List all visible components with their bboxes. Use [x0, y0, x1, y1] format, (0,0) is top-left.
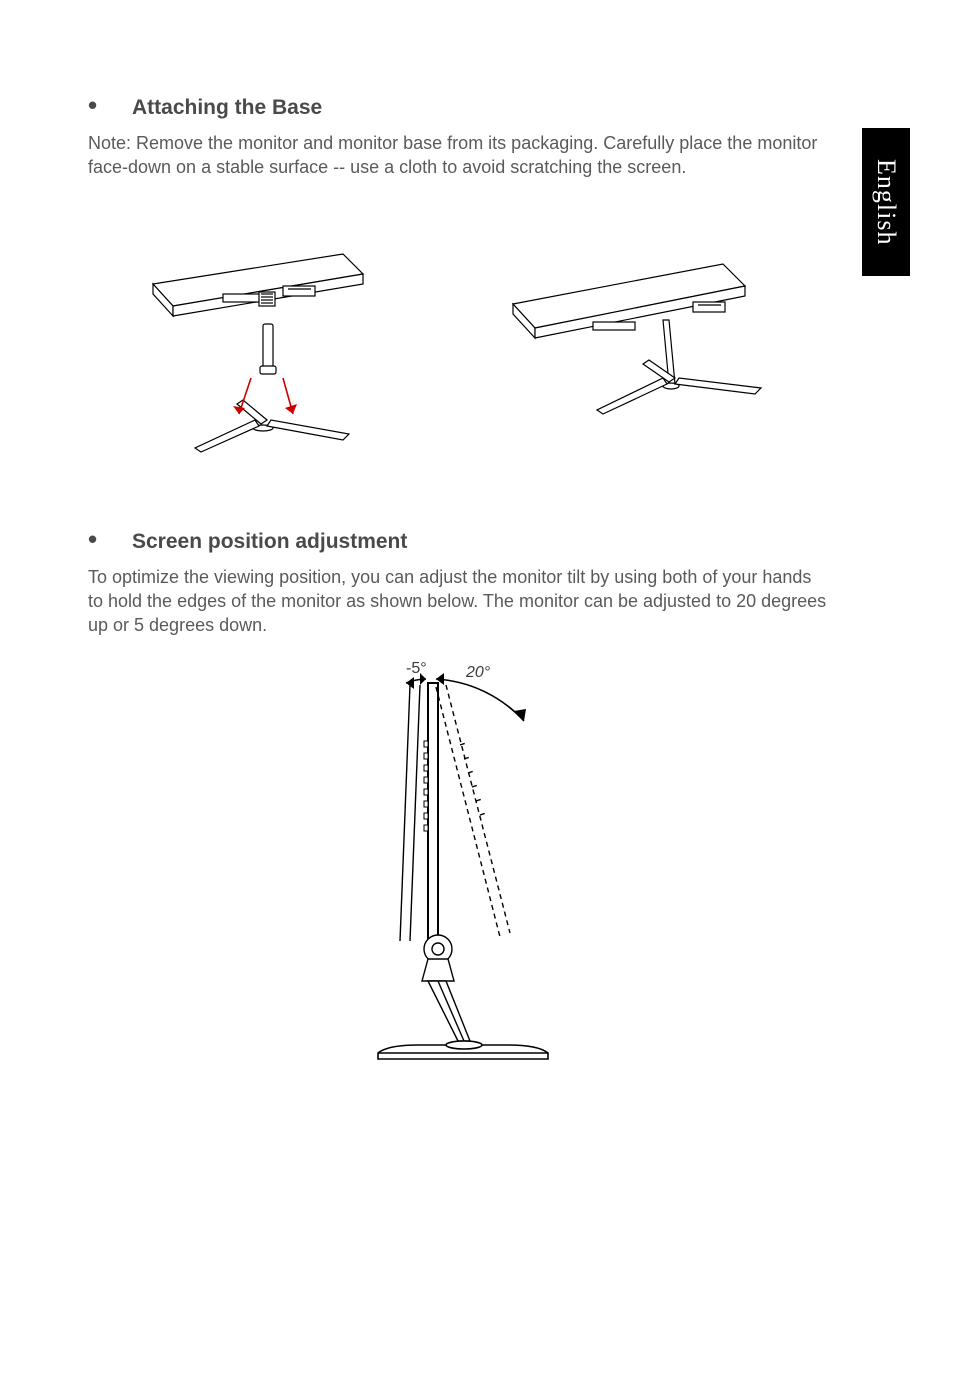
section-2-title: Screen position adjustment	[132, 530, 407, 554]
bullet-icon: •	[88, 90, 132, 121]
tilt-up-label: 20°	[465, 664, 491, 681]
language-tab: English	[862, 128, 910, 276]
figure-assembly-exploded	[133, 204, 403, 464]
language-tab-label: English	[871, 159, 901, 245]
bullet-icon: •	[88, 524, 132, 555]
section-1-heading: • Attaching the Base	[88, 90, 828, 121]
section-2-heading: • Screen position adjustment	[88, 524, 828, 555]
figure-assembly-complete	[493, 204, 783, 464]
tilt-down-label: -5°	[406, 661, 427, 677]
section-2-body: To optimize the viewing position, you ca…	[88, 565, 828, 638]
page-content: • Attaching the Base Note: Remove the mo…	[88, 90, 828, 1081]
section-1-body: Note: Remove the monitor and monitor bas…	[88, 131, 828, 180]
section-1-title: Attaching the Base	[132, 96, 322, 120]
figure-tilt-adjustment: -5° 20°	[88, 661, 828, 1081]
assembly-figures	[88, 204, 828, 464]
